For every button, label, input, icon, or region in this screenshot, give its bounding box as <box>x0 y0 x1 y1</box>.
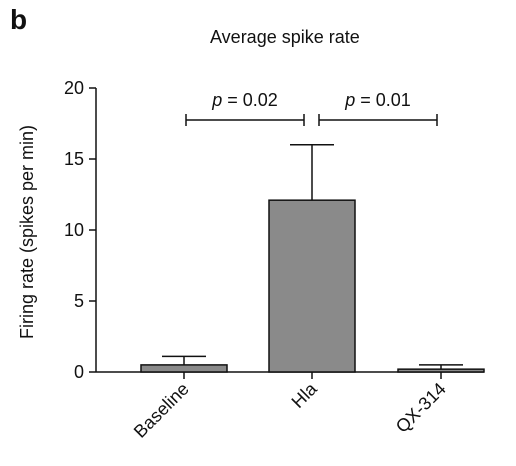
p-value-label: p = 0.01 <box>344 90 411 110</box>
y-tick-label: 0 <box>74 362 84 382</box>
significance-brackets: p = 0.02 p = 0.01 <box>185 90 438 126</box>
y-tick-label: 10 <box>64 220 84 240</box>
y-tick-label: 5 <box>74 291 84 311</box>
y-tick-label: 20 <box>64 78 84 98</box>
chart-title: Average spike rate <box>210 27 360 47</box>
x-tick-label: Baseline <box>130 379 193 442</box>
error-bars <box>162 144 463 370</box>
y-tick-label: 15 <box>64 149 84 169</box>
x-tick-label: QX-314 <box>392 379 450 437</box>
bar-hla <box>268 199 356 373</box>
panel-letter: b <box>10 4 28 35</box>
p-value-label: p = 0.02 <box>211 90 278 110</box>
bars <box>140 199 485 373</box>
bar-baseline <box>140 364 228 373</box>
y-axis-label: Firing rate (spikes per min) <box>17 125 37 339</box>
x-tick-label: Hla <box>288 378 322 412</box>
bar-qx-314 <box>397 368 485 373</box>
